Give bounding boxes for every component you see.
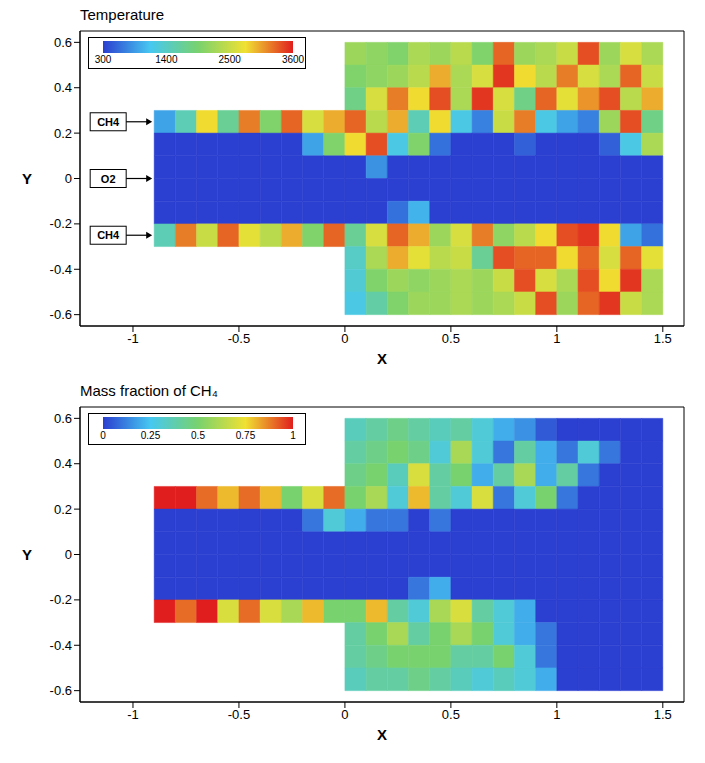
svg-text:-0.5: -0.5: [228, 331, 250, 346]
html-text:0: 0: [100, 430, 106, 441]
svg-text:0.6: 0.6: [54, 35, 72, 50]
svg-text:CH4: CH4: [97, 116, 120, 128]
svg-text:-0.4: -0.4: [50, 262, 72, 277]
html-text:300: 300: [94, 54, 112, 65]
svg-text:CH4: CH4: [97, 229, 120, 241]
svg-text:-0.2: -0.2: [50, 592, 72, 607]
svg-text:1: 1: [553, 707, 560, 722]
svg-text:0: 0: [65, 547, 72, 562]
html-text:1400: 1400: [155, 54, 178, 65]
svg-text:0.4: 0.4: [54, 456, 72, 471]
svg-text:-1: -1: [127, 331, 139, 346]
html-text:1: 1: [290, 430, 296, 441]
svg-text:0: 0: [341, 707, 348, 722]
html-text:Temperature: Temperature: [80, 6, 165, 23]
html-text:0.5: 0.5: [191, 430, 205, 441]
svg-text:0.5: 0.5: [442, 331, 460, 346]
svg-text:-1: -1: [127, 707, 139, 722]
svg-text:X: X: [377, 726, 387, 742]
html-text:0.25: 0.25: [140, 430, 161, 441]
svg-text:-0.6: -0.6: [50, 683, 72, 698]
svg-text:-0.6: -0.6: [50, 307, 72, 322]
svg-text:0: 0: [341, 331, 348, 346]
svg-text:0.2: 0.2: [54, 126, 72, 141]
svg-text:0: 0: [65, 171, 72, 186]
svg-text:-0.2: -0.2: [50, 216, 72, 231]
svg-text:Y: Y: [22, 170, 32, 187]
svg-text:-0.4: -0.4: [50, 638, 72, 653]
html-text:3600: 3600: [281, 54, 305, 65]
svg-text:X: X: [377, 350, 387, 366]
svg-text:0.5: 0.5: [442, 707, 460, 722]
svg-text:0.2: 0.2: [54, 502, 72, 517]
svg-text:1.5: 1.5: [654, 331, 672, 346]
svg-text:0.4: 0.4: [54, 80, 72, 95]
svg-text:0.6: 0.6: [54, 411, 72, 426]
html-text:0.75: 0.75: [235, 430, 256, 441]
html-text:2500: 2500: [218, 54, 241, 65]
svg-text:1.5: 1.5: [654, 707, 672, 722]
svg-text:Y: Y: [22, 546, 32, 563]
svg-text:O2: O2: [101, 173, 116, 185]
svg-text:1: 1: [553, 331, 560, 346]
svg-text:-0.5: -0.5: [228, 707, 250, 722]
html-text:Mass fraction of CH₄: Mass fraction of CH₄: [80, 382, 218, 399]
